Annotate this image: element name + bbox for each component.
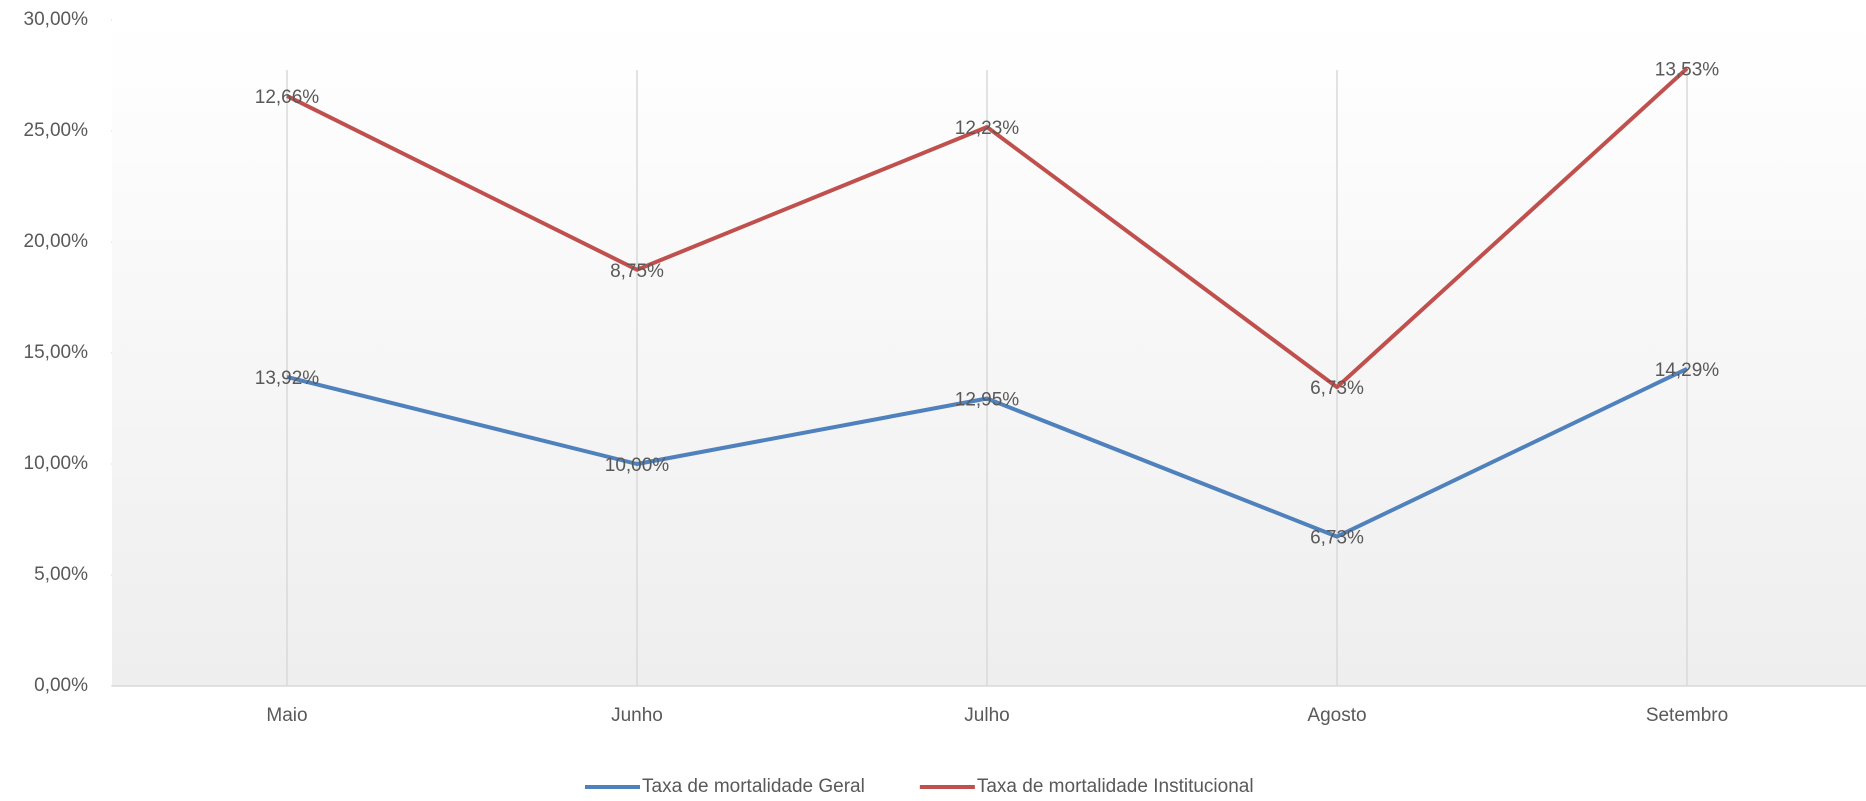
- data-label: 13,92%: [255, 368, 320, 389]
- data-label: 8,75%: [610, 261, 664, 282]
- x-tick-label: Setembro: [1646, 705, 1728, 726]
- data-label: 10,00%: [605, 455, 670, 476]
- y-tick-label: 30,00%: [24, 9, 89, 30]
- x-tick-label: Agosto: [1307, 705, 1366, 726]
- x-tick-label: Julho: [964, 705, 1009, 726]
- data-label: 6,73%: [1310, 378, 1364, 399]
- data-label: 6,73%: [1310, 528, 1364, 549]
- y-tick-label: 15,00%: [24, 342, 89, 363]
- series-line: [286, 366, 1688, 539]
- x-tick-label: Junho: [611, 705, 663, 726]
- y-tick-label: 25,00%: [24, 120, 89, 141]
- data-label: 14,29%: [1655, 360, 1720, 381]
- plot-area: [112, 20, 1866, 686]
- legend-label: Taxa de mortalidade Institucional: [977, 776, 1254, 797]
- legend-label: Taxa de mortalidade Geral: [642, 776, 865, 797]
- data-label: 12,23%: [955, 118, 1020, 139]
- x-tick-label: Maio: [266, 705, 307, 726]
- y-tick-label: 10,00%: [24, 453, 89, 474]
- y-tick-label: 20,00%: [24, 231, 89, 252]
- y-tick-label: 5,00%: [34, 564, 88, 585]
- data-label: 12,95%: [955, 390, 1020, 411]
- y-tick-label: 0,00%: [34, 675, 88, 696]
- data-label: 13,53%: [1655, 59, 1720, 80]
- data-label: 12,66%: [255, 87, 320, 108]
- series-line: [286, 66, 1689, 390]
